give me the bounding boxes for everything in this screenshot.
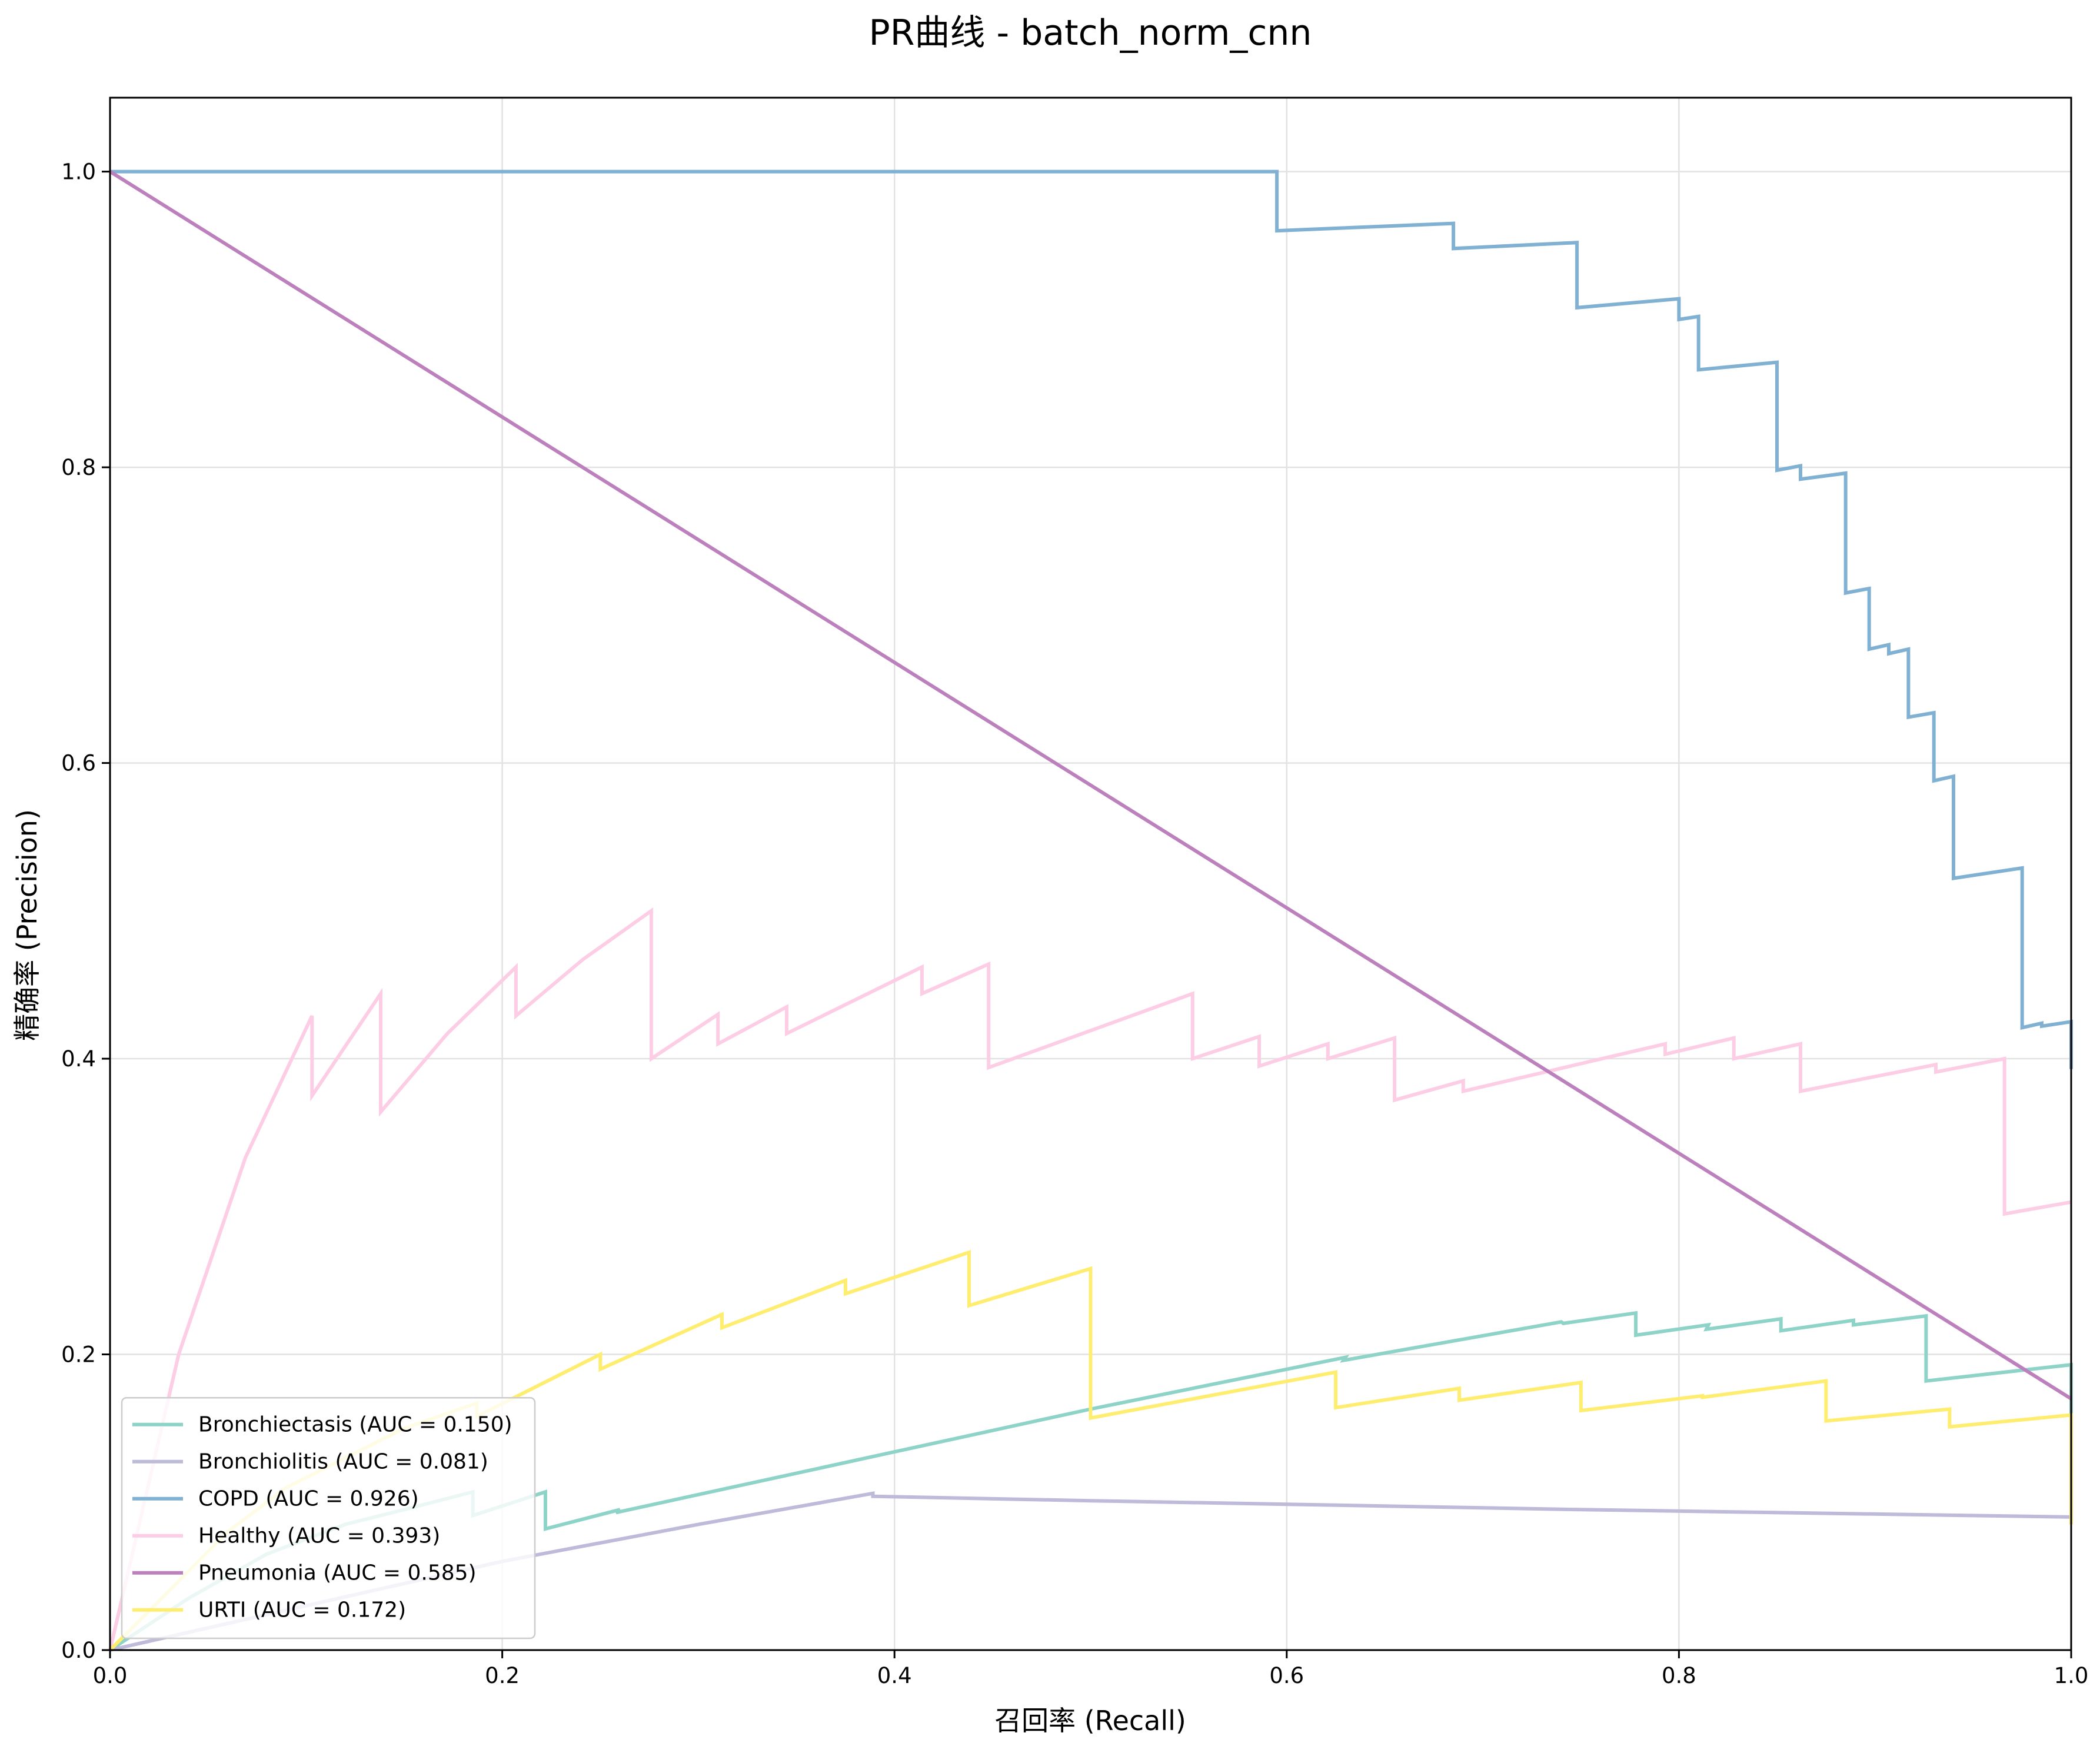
x-tick-label-0: 0.0 bbox=[93, 1663, 128, 1688]
y-tick-label-1: 0.2 bbox=[61, 1342, 96, 1368]
plot-frame bbox=[109, 97, 2072, 1651]
x-tick-label-2: 0.4 bbox=[877, 1663, 912, 1688]
legend-entry-2: COPD (AUC = 0.926) bbox=[198, 1487, 419, 1511]
series-line-2 bbox=[110, 169, 2073, 1069]
series-line-3 bbox=[108, 907, 2072, 1651]
legend-entry-3: Healthy (AUC = 0.393) bbox=[198, 1524, 440, 1548]
axis-ticks: 0.0 0.2 0.4 0.6 0.8 1.0 0.0 0.2 0.4 0.6 0.8 1.0 bbox=[61, 159, 2088, 1688]
x-axis-label: 召回率 (Recall) bbox=[994, 1705, 1186, 1737]
y-tick-label-0: 0.0 bbox=[61, 1638, 96, 1663]
legend-entry-5: URTI (AUC = 0.172) bbox=[198, 1598, 406, 1622]
y-tick-label-2: 0.4 bbox=[61, 1046, 96, 1072]
y-tick-label-3: 0.6 bbox=[61, 751, 96, 776]
legend-entry-4: Pneumonia (AUC = 0.585) bbox=[198, 1561, 477, 1585]
legend-entry-0: Bronchiectasis (AUC = 0.150) bbox=[198, 1413, 512, 1437]
legend: Bronchiectasis (AUC = 0.150) Bronchioliti… bbox=[121, 1396, 536, 1639]
series-line-4 bbox=[109, 170, 2072, 1401]
x-tick-label-1: 0.2 bbox=[485, 1663, 520, 1688]
y-axis-label: 精确率 (Precision) bbox=[11, 809, 43, 1041]
chart-title: PR曲线 - batch_norm_cnn bbox=[869, 12, 1312, 54]
y-tick-label-5: 1.0 bbox=[61, 159, 96, 185]
legend-box bbox=[121, 1396, 536, 1639]
x-tick-label-3: 0.6 bbox=[1269, 1663, 1304, 1688]
y-tick-label-4: 0.8 bbox=[61, 455, 96, 480]
x-tick-label-5: 1.0 bbox=[2054, 1663, 2089, 1688]
x-tick-label-4: 0.8 bbox=[1662, 1663, 1696, 1688]
legend-entry-1: Bronchiolitis (AUC = 0.081) bbox=[198, 1450, 488, 1474]
